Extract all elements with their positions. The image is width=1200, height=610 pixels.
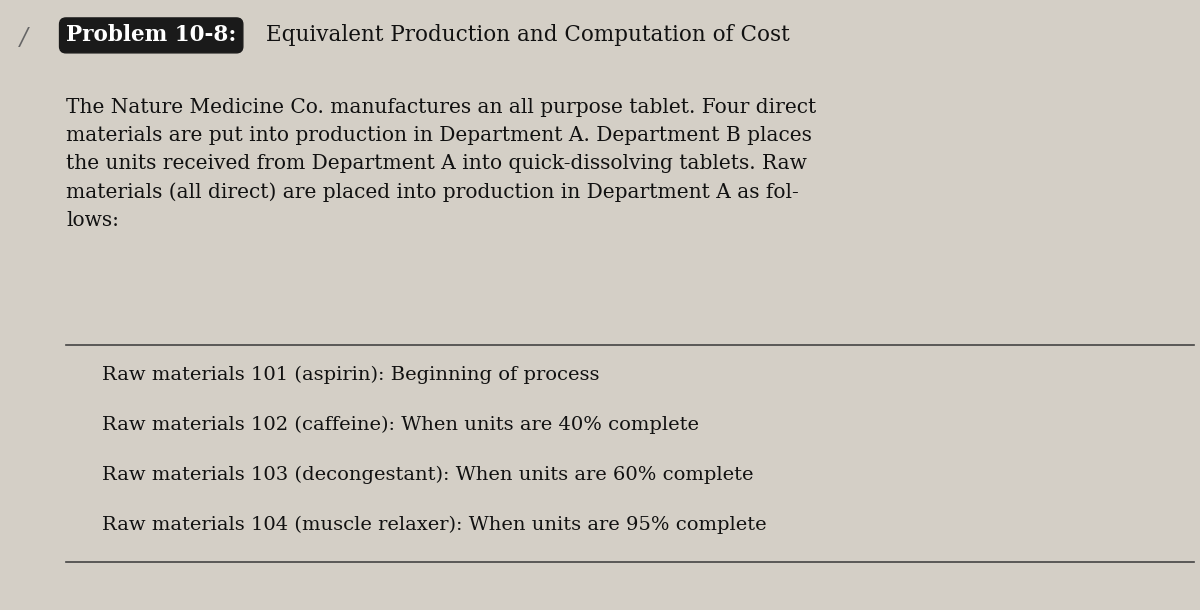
Text: /: / xyxy=(20,27,28,51)
Text: Raw materials 104 (muscle relaxer): When units are 95% complete: Raw materials 104 (muscle relaxer): When… xyxy=(102,516,767,534)
Text: Equivalent Production and Computation of Cost: Equivalent Production and Computation of… xyxy=(266,24,790,46)
Text: Raw materials 103 (decongestant): When units are 60% complete: Raw materials 103 (decongestant): When u… xyxy=(102,466,754,484)
Text: The Nature Medicine Co. manufactures an all purpose tablet. Four direct
material: The Nature Medicine Co. manufactures an … xyxy=(66,98,816,229)
Text: Raw materials 101 (aspirin): Beginning of process: Raw materials 101 (aspirin): Beginning o… xyxy=(102,366,600,384)
Text: Problem 10-8:: Problem 10-8: xyxy=(66,24,236,46)
Text: Raw materials 102 (caffeine): When units are 40% complete: Raw materials 102 (caffeine): When units… xyxy=(102,416,698,434)
